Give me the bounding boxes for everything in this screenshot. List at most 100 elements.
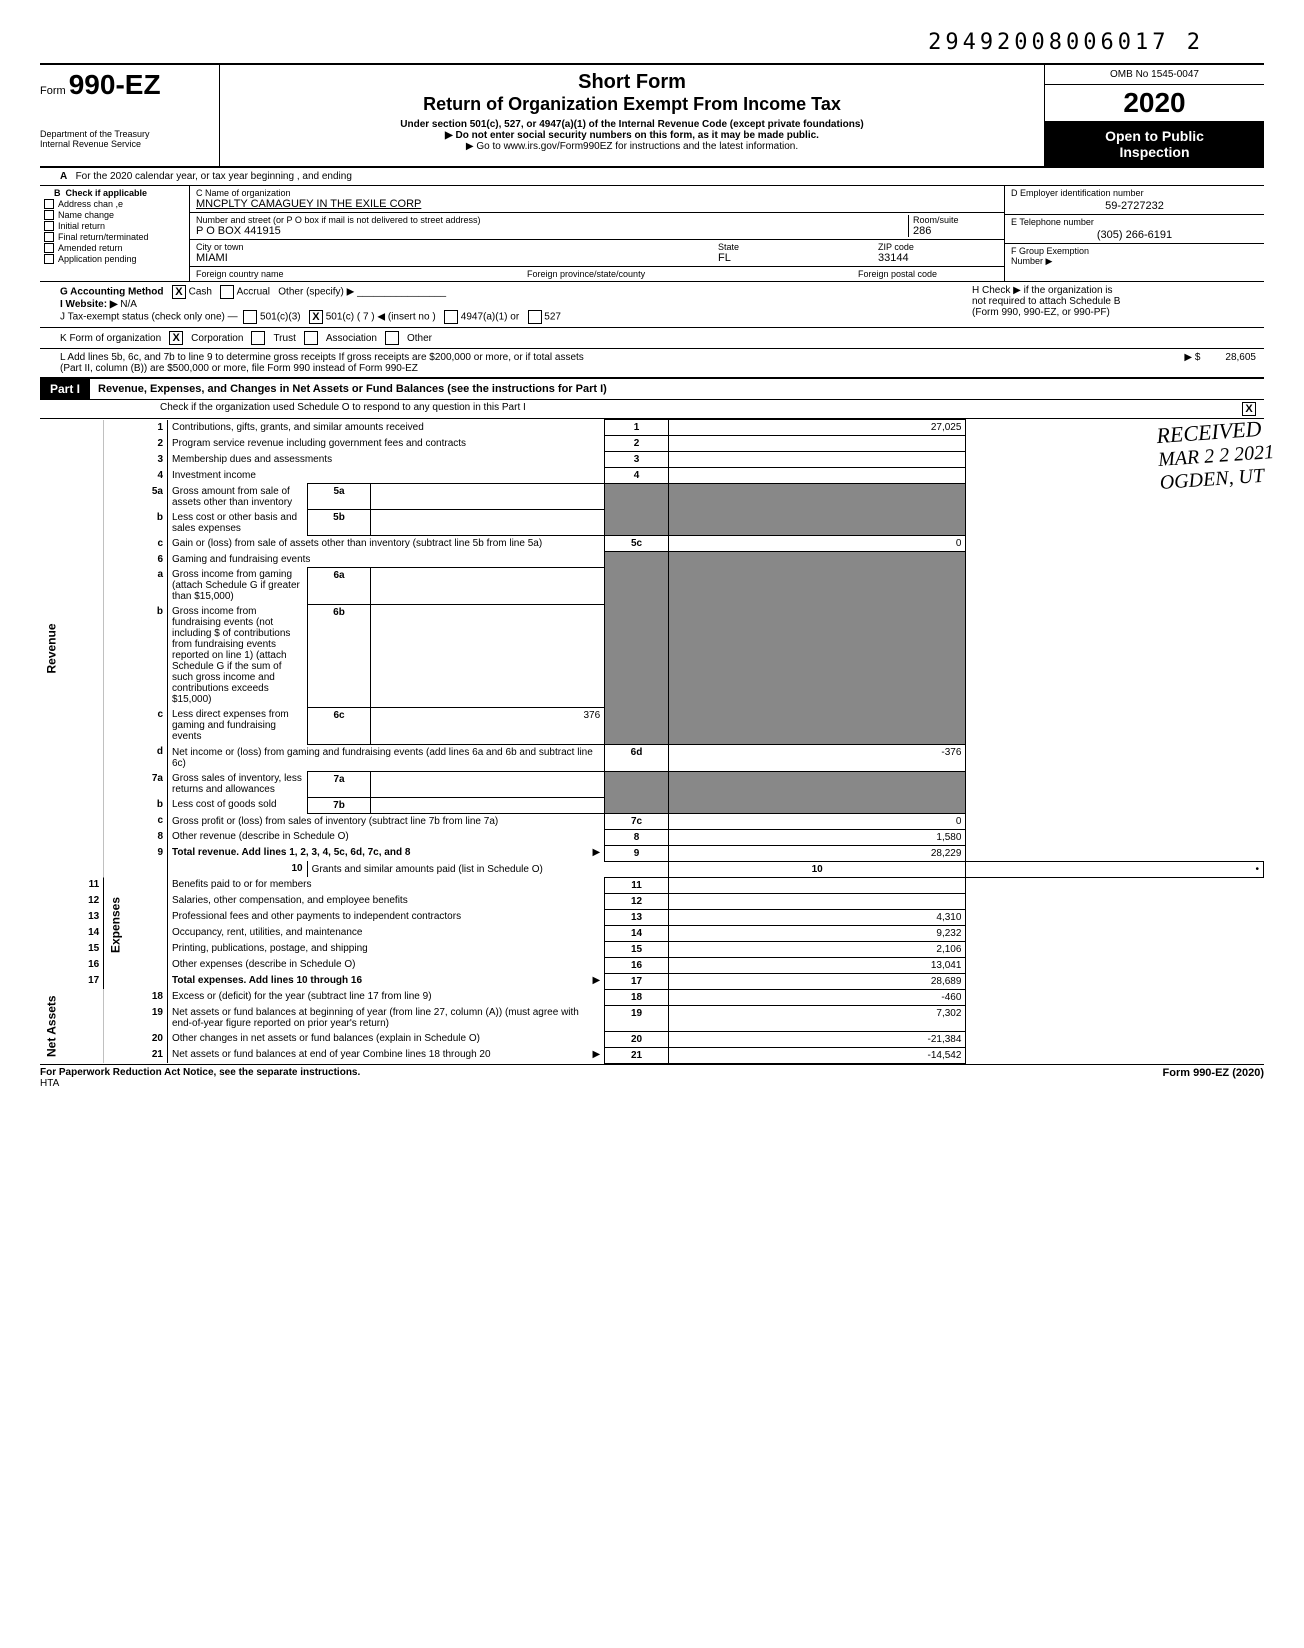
chk-corporation[interactable]: X (169, 331, 183, 345)
side-expenses: Expenses (104, 861, 168, 989)
short-form-title: Short Form (230, 71, 1034, 94)
chk-name-change[interactable] (44, 210, 54, 220)
l4-desc: Investment income (168, 468, 605, 484)
tax-year: 2020 (1045, 85, 1264, 122)
l9-lino: 9 (605, 845, 669, 861)
l5c-desc: Gain or (loss) from sale of assets other… (168, 536, 605, 552)
header-sub2: ▶ Do not enter social security numbers o… (230, 130, 1034, 141)
l4-num: 4 (104, 468, 168, 484)
opt-501c3: 501(c)(3) (260, 312, 301, 323)
opt-501c: 501(c) ( (326, 312, 360, 323)
row-g-label: G Accounting Method (60, 287, 164, 298)
opt-final-return: Final return/terminated (58, 232, 149, 242)
chk-501c3[interactable] (243, 310, 257, 324)
l18-desc: Excess or (deficit) for the year (subtra… (168, 989, 605, 1005)
l6c-desc: Less direct expenses from gaming and fun… (168, 707, 308, 744)
l19-desc: Net assets or fund balances at beginning… (168, 1005, 605, 1031)
l6-num: 6 (104, 552, 168, 568)
l17-desc: Total expenses. Add lines 10 through 16 … (168, 973, 605, 989)
chk-other-org[interactable] (385, 331, 399, 345)
part1-table: Revenue 1 Contributions, gifts, grants, … (40, 419, 1264, 1064)
website-value: N/A (120, 299, 137, 310)
header-sub3: ▶ Go to www.irs.gov/Form990EZ for instru… (230, 141, 1034, 152)
chk-final-return[interactable] (44, 232, 54, 242)
opt-accrual: Accrual (237, 287, 270, 298)
opt-other-specify: Other (specify) ▶ (278, 287, 354, 298)
l14-desc: Occupancy, rent, utilities, and maintena… (168, 925, 605, 941)
l2-val (668, 436, 966, 452)
l12-desc: Salaries, other compensation, and employ… (168, 893, 605, 909)
chk-association[interactable] (304, 331, 318, 345)
chk-501c[interactable]: X (309, 310, 323, 324)
l18-lino: 18 (605, 989, 669, 1005)
col-b-label: Check if applicable (66, 188, 148, 198)
opt-application-pending: Application pending (58, 254, 137, 264)
opt-cash: Cash (189, 287, 212, 298)
l5a-sn: 5a (307, 484, 371, 510)
l9-val: 28,229 (668, 845, 966, 861)
l5c-val: 0 (668, 536, 966, 552)
l3-val (668, 452, 966, 468)
l7c-lino: 7c (605, 813, 669, 829)
l4-val (668, 468, 966, 484)
l20-lino: 20 (605, 1031, 669, 1047)
l20-desc: Other changes in net assets or fund bala… (168, 1031, 605, 1047)
l4-lino: 4 (605, 468, 669, 484)
return-title: Return of Organization Exempt From Incom… (230, 94, 1034, 115)
zip-label: ZIP code (878, 242, 998, 252)
opt-501c-no: 7 (363, 312, 369, 323)
l6d-val: -376 (668, 744, 966, 771)
l7c-num: c (104, 813, 168, 829)
opt-trust: Trust (273, 333, 295, 344)
chk-schedule-o[interactable]: X (1242, 402, 1256, 416)
l6d-lino: 6d (605, 744, 669, 771)
l14-num: 14 (40, 925, 104, 941)
l11-desc: Benefits paid to or for members (168, 877, 605, 893)
l2-lino: 2 (605, 436, 669, 452)
row-l-text1: L Add lines 5b, 6c, and 7b to line 9 to … (60, 352, 584, 363)
opt-initial-return: Initial return (58, 221, 105, 231)
open-public-1: Open to Public (1051, 128, 1258, 144)
l7b-num: b (104, 797, 168, 813)
chk-accrual[interactable] (220, 285, 234, 299)
row-a-tax-year: A For the 2020 calendar year, or tax yea… (40, 168, 1264, 186)
l9-num: 9 (104, 845, 168, 861)
opt-501c-insert: ) ◀ (insert no ) (371, 312, 435, 323)
form-prefix: Form (40, 85, 66, 97)
l15-val: 2,106 (668, 941, 966, 957)
l15-desc: Printing, publications, postage, and shi… (168, 941, 605, 957)
l2-num: 2 (104, 436, 168, 452)
opt-527: 527 (544, 312, 561, 323)
l1-num: 1 (104, 420, 168, 436)
l1-val: 27,025 (668, 420, 966, 436)
l16-desc: Other expenses (describe in Schedule O) (168, 957, 605, 973)
city-label: City or town (196, 242, 718, 252)
chk-application-pending[interactable] (44, 254, 54, 264)
row-h-sub: not required to attach Schedule B (972, 296, 1264, 307)
row-h-label: H Check ▶ if the organization is (972, 285, 1264, 296)
l13-desc: Professional fees and other payments to … (168, 909, 605, 925)
l13-lino: 13 (605, 909, 669, 925)
l15-lino: 15 (605, 941, 669, 957)
l8-lino: 8 (605, 829, 669, 845)
chk-initial-return[interactable] (44, 221, 54, 231)
form-header: Form 990-EZ Department of the Treasury I… (40, 63, 1264, 168)
opt-other-org: Other (407, 333, 432, 344)
row-l-arrow: ▶ $ (1184, 352, 1200, 363)
chk-4947[interactable] (444, 310, 458, 324)
row-h-sub2: (Form 990, 990-EZ, or 990-PF) (972, 307, 1264, 318)
l5b-desc: Less cost or other basis and sales expen… (168, 510, 308, 536)
chk-cash[interactable]: X (172, 285, 186, 299)
chk-527[interactable] (528, 310, 542, 324)
l7c-desc: Gross profit or (loss) from sales of inv… (168, 813, 605, 829)
l10-desc: Grants and similar amounts paid (list in… (307, 861, 668, 877)
addr-value: P O BOX 441915 (196, 225, 908, 237)
l17-lino: 17 (605, 973, 669, 989)
l6c-num: c (104, 707, 168, 744)
chk-address-change[interactable] (44, 199, 54, 209)
part1-sub: Check if the organization used Schedule … (160, 402, 526, 416)
chk-amended-return[interactable] (44, 243, 54, 253)
org-name-value: MNCPLTY CAMAGUEY IN THE EXILE CORP (196, 198, 998, 210)
l5a-desc: Gross amount from sale of assets other t… (168, 484, 308, 510)
chk-trust[interactable] (251, 331, 265, 345)
